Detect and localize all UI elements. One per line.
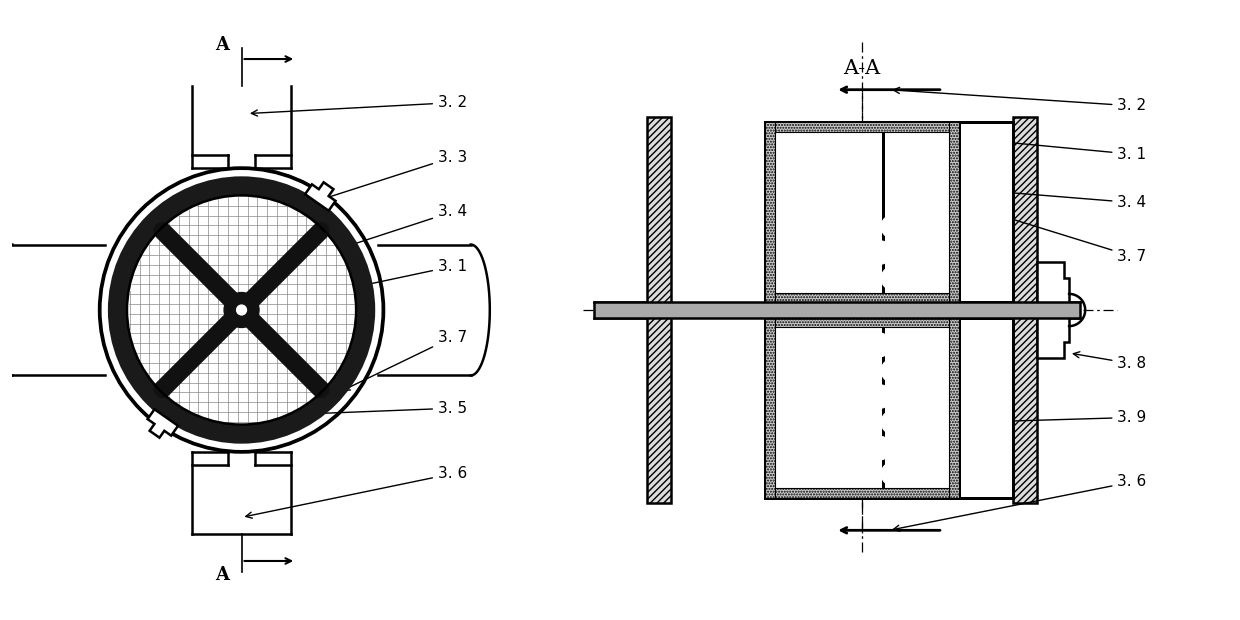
Circle shape: [791, 384, 815, 409]
Bar: [765, 122, 775, 303]
Circle shape: [237, 305, 247, 315]
Circle shape: [894, 436, 918, 460]
Bar: [959, 317, 1013, 498]
Bar: [950, 317, 959, 498]
Circle shape: [804, 215, 827, 239]
Text: 3. 6: 3. 6: [893, 474, 1147, 531]
Circle shape: [868, 333, 892, 356]
Circle shape: [816, 241, 841, 264]
Text: 3. 2: 3. 2: [893, 87, 1147, 113]
Text: 3. 7: 3. 7: [343, 330, 467, 390]
Circle shape: [842, 384, 866, 409]
Polygon shape: [1037, 262, 1069, 358]
Circle shape: [868, 436, 892, 460]
Bar: [647, 117, 672, 503]
Circle shape: [894, 384, 918, 409]
Circle shape: [777, 215, 801, 239]
Bar: [765, 317, 959, 327]
Circle shape: [830, 267, 853, 290]
Polygon shape: [148, 409, 179, 438]
Text: 3. 4: 3. 4: [954, 185, 1147, 210]
Circle shape: [894, 333, 918, 356]
Text: 3. 2: 3. 2: [252, 95, 467, 116]
Circle shape: [906, 462, 930, 485]
Bar: [765, 122, 883, 303]
Circle shape: [906, 359, 930, 383]
Bar: [765, 293, 959, 303]
Circle shape: [804, 359, 827, 383]
Circle shape: [856, 215, 879, 239]
Text: 3. 1: 3. 1: [966, 136, 1147, 162]
Circle shape: [868, 241, 892, 264]
Circle shape: [880, 462, 905, 485]
Circle shape: [224, 293, 259, 327]
Bar: [950, 122, 959, 303]
Circle shape: [126, 195, 356, 425]
Text: 3. 9: 3. 9: [954, 410, 1147, 425]
Circle shape: [894, 241, 918, 264]
Text: A-A: A-A: [843, 59, 880, 78]
Circle shape: [920, 384, 944, 409]
Circle shape: [804, 267, 827, 290]
Circle shape: [791, 333, 815, 356]
Circle shape: [856, 462, 879, 485]
Circle shape: [830, 359, 853, 383]
Circle shape: [842, 436, 866, 460]
Text: 3. 4: 3. 4: [273, 205, 467, 272]
Circle shape: [868, 384, 892, 409]
Text: 3. 5: 3. 5: [169, 401, 467, 422]
Circle shape: [920, 436, 944, 460]
Text: 3. 6: 3. 6: [246, 466, 467, 518]
Circle shape: [804, 462, 827, 485]
Circle shape: [816, 333, 841, 356]
Text: 3. 1: 3. 1: [252, 259, 467, 311]
Circle shape: [791, 436, 815, 460]
Bar: [765, 317, 775, 498]
Circle shape: [842, 241, 866, 264]
Bar: [959, 122, 1013, 303]
Bar: [594, 303, 1080, 317]
Bar: [765, 122, 959, 303]
Text: A: A: [216, 35, 229, 53]
Circle shape: [830, 410, 853, 434]
Circle shape: [880, 215, 905, 239]
Circle shape: [777, 410, 801, 434]
Bar: [765, 122, 959, 131]
Circle shape: [906, 267, 930, 290]
Circle shape: [816, 436, 841, 460]
Circle shape: [842, 333, 866, 356]
Circle shape: [880, 359, 905, 383]
Circle shape: [777, 267, 801, 290]
Circle shape: [804, 410, 827, 434]
Circle shape: [880, 410, 905, 434]
Circle shape: [816, 384, 841, 409]
Polygon shape: [305, 182, 336, 211]
Circle shape: [920, 333, 944, 356]
Bar: [765, 317, 959, 498]
Bar: [765, 317, 883, 498]
Circle shape: [777, 462, 801, 485]
Circle shape: [906, 410, 930, 434]
Text: A: A: [216, 567, 229, 585]
Text: 3. 7: 3. 7: [1006, 216, 1147, 264]
Circle shape: [856, 359, 879, 383]
Circle shape: [856, 267, 879, 290]
Circle shape: [830, 462, 853, 485]
Bar: [765, 489, 959, 498]
Text: 3. 3: 3. 3: [322, 150, 467, 200]
Bar: [1013, 117, 1037, 503]
Circle shape: [830, 215, 853, 239]
Circle shape: [108, 176, 376, 444]
Text: 3. 8: 3. 8: [1074, 352, 1147, 371]
Circle shape: [920, 241, 944, 264]
Circle shape: [791, 241, 815, 264]
Circle shape: [777, 359, 801, 383]
Circle shape: [880, 267, 905, 290]
Circle shape: [906, 215, 930, 239]
Circle shape: [856, 410, 879, 434]
